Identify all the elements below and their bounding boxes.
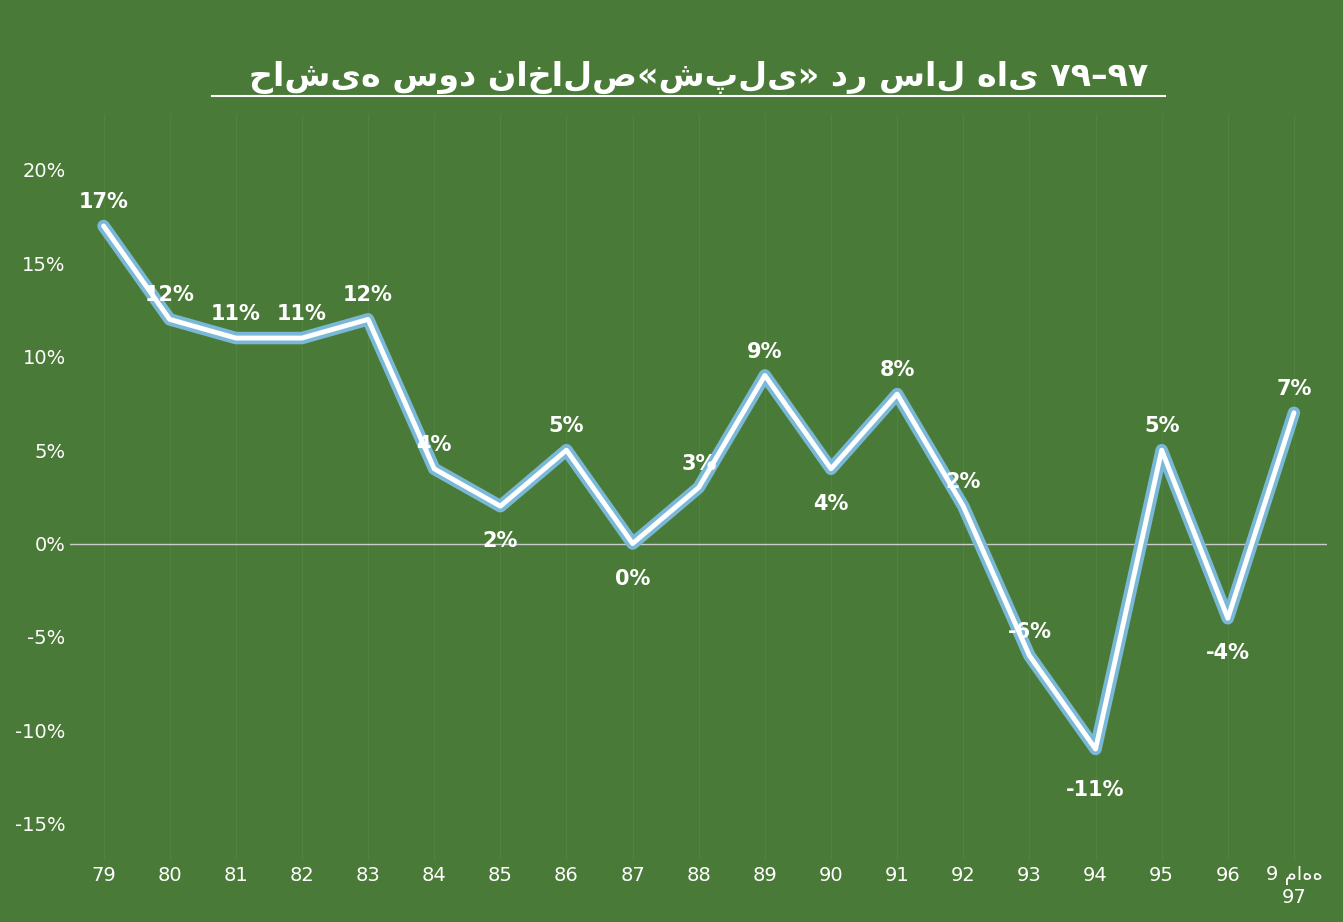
Text: 3%: 3% xyxy=(681,454,716,474)
Text: 4%: 4% xyxy=(814,494,849,514)
Text: -4%: -4% xyxy=(1206,644,1250,663)
Text: 17%: 17% xyxy=(79,192,129,212)
Text: -6%: -6% xyxy=(1007,621,1052,642)
Text: 9%: 9% xyxy=(747,341,783,361)
Text: 11%: 11% xyxy=(277,304,326,325)
Text: 2%: 2% xyxy=(482,531,518,551)
Text: 4%: 4% xyxy=(416,435,451,455)
Text: 5%: 5% xyxy=(1144,416,1179,436)
Title: حاشیه سود ناخالص«شپلی» در سال های ۷۹–۹۷: حاشیه سود ناخالص«شپلی» در سال های ۷۹–۹۷ xyxy=(248,61,1148,94)
Text: 11%: 11% xyxy=(211,304,261,325)
Text: 5%: 5% xyxy=(549,416,584,436)
Text: 7%: 7% xyxy=(1276,379,1312,399)
Text: 12%: 12% xyxy=(344,286,393,305)
Text: -11%: -11% xyxy=(1066,780,1125,799)
Text: 8%: 8% xyxy=(880,361,915,380)
Text: 0%: 0% xyxy=(615,569,650,588)
Text: 12%: 12% xyxy=(145,286,195,305)
Text: 2%: 2% xyxy=(945,472,980,492)
